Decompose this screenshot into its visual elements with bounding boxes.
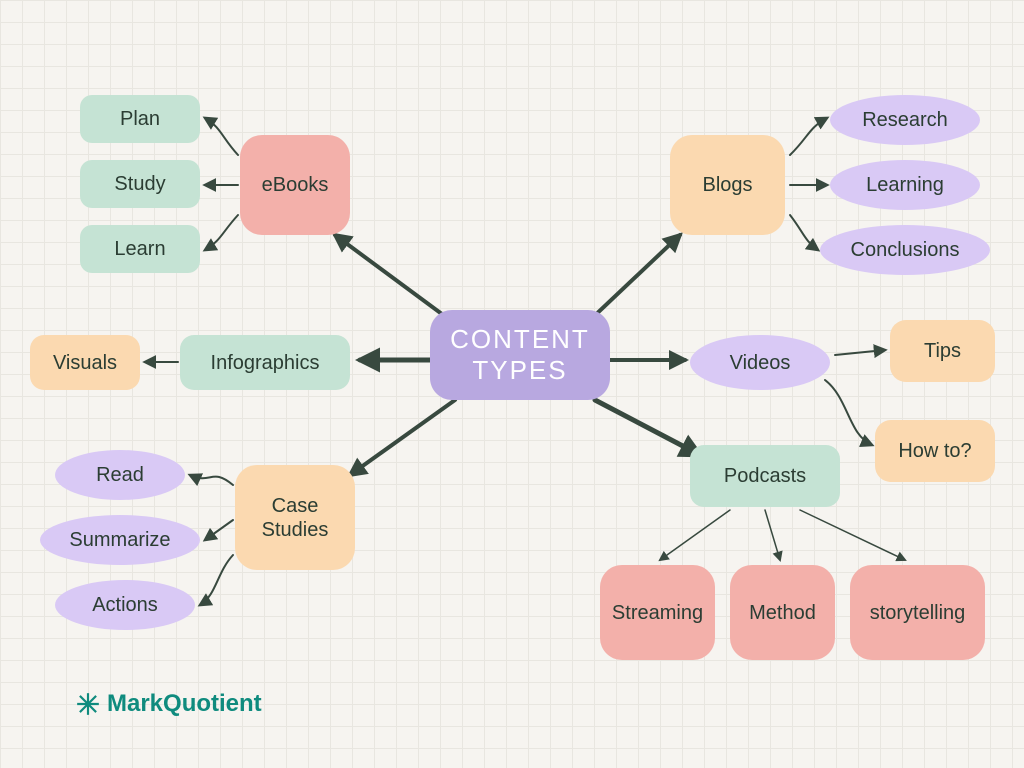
node-tips: Tips: [890, 320, 995, 382]
edge: [205, 520, 233, 540]
edge: [660, 510, 730, 560]
edge: [765, 510, 780, 560]
node-visuals: Visuals: [30, 335, 140, 390]
node-infographics: Infographics: [180, 335, 350, 390]
node-research: Research: [830, 95, 980, 145]
node-read: Read: [55, 450, 185, 500]
edge: [790, 215, 818, 250]
edge: [595, 400, 700, 455]
edge: [835, 350, 885, 355]
edge: [190, 475, 233, 485]
edge: [335, 235, 450, 320]
logo: MarkQuotient: [75, 690, 262, 718]
node-study: Study: [80, 160, 200, 208]
node-conclusions: Conclusions: [820, 225, 990, 275]
logo-text: MarkQuotient: [107, 690, 262, 718]
node-plan: Plan: [80, 95, 200, 143]
edge: [800, 510, 905, 560]
edge: [205, 118, 238, 155]
node-blogs: Blogs: [670, 135, 785, 235]
node-actions: Actions: [55, 580, 195, 630]
center-node: CONTENT TYPES: [430, 310, 610, 400]
edge: [350, 400, 455, 475]
logo-starburst-icon: [75, 691, 101, 717]
node-learn: Learn: [80, 225, 200, 273]
node-method: Method: [730, 565, 835, 660]
edge: [205, 215, 238, 250]
node-storytelling: storytelling: [850, 565, 985, 660]
node-casestudies: Case Studies: [235, 465, 355, 570]
edge: [590, 235, 680, 320]
node-ebooks: eBooks: [240, 135, 350, 235]
edge: [200, 555, 233, 605]
node-summarize: Summarize: [40, 515, 200, 565]
node-learning: Learning: [830, 160, 980, 210]
node-streaming: Streaming: [600, 565, 715, 660]
node-podcasts: Podcasts: [690, 445, 840, 507]
node-howto: How to?: [875, 420, 995, 482]
node-videos: Videos: [690, 335, 830, 390]
edge: [790, 118, 827, 155]
edge: [825, 380, 872, 445]
